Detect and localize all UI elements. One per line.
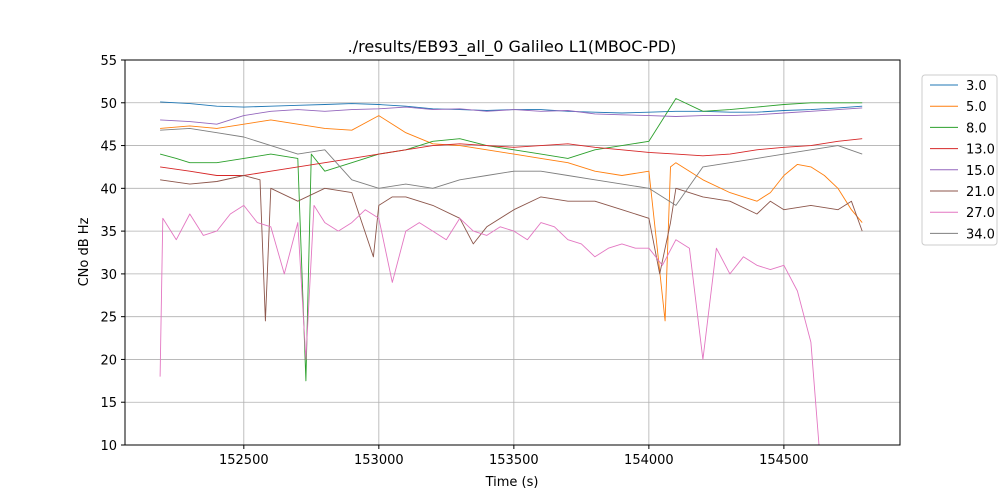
y-tick-label: 45 (100, 140, 117, 155)
legend: 3.0 5.0 8.0 13.0 15.0 21.0 27.0 34.0 (921, 74, 998, 246)
legend-label: 13.0 (966, 143, 995, 158)
x-tick-label: 152500 (219, 453, 269, 468)
x-tick-label: 153000 (354, 453, 404, 468)
y-tick-label: 25 (100, 311, 117, 326)
plot-frame (124, 59, 901, 446)
x-axis-label: Time (s) (485, 475, 539, 490)
x-tick-label: 154500 (759, 453, 809, 468)
legend-label: 8.0 (966, 121, 987, 136)
legend-label: 3.0 (966, 79, 987, 94)
legend-label: 5.0 (966, 100, 987, 115)
series-line-5-0 (160, 115, 863, 322)
y-tick-label: 15 (100, 396, 117, 411)
x-tick-label: 153500 (489, 453, 539, 468)
legend-label: 15.0 (966, 164, 995, 179)
y-tick-label: 20 (100, 353, 117, 368)
legend-label: 21.0 (966, 185, 995, 200)
y-tick-label: 50 (100, 97, 117, 112)
y-tick-label: 35 (100, 225, 117, 240)
y-tick-label: 40 (100, 182, 117, 197)
series-line-8-0 (159, 98, 863, 382)
legend-frame (921, 74, 998, 246)
series-lines (159, 98, 863, 446)
legend-label: 27.0 (966, 206, 995, 221)
y-tick-label: 55 (100, 54, 117, 69)
y-tick-label: 30 (100, 268, 117, 283)
chart-title: ./results/EB93_all_0 Galileo L1(MBOC-PD) (348, 37, 677, 57)
y-tick-label: 10 (100, 439, 117, 454)
x-tick-label: 154000 (624, 453, 674, 468)
series-line-15-0 (160, 106, 863, 125)
series-line-34-0 (160, 127, 863, 206)
series-line-27-0 (159, 204, 820, 446)
y-axis-label: CNo dB Hz (77, 217, 92, 286)
axis-ticks: 152500 153000 153500 154000 154500 10 15 20 25 30… (100, 54, 808, 468)
series-line-13-0 (160, 138, 863, 176)
legend-label: 34.0 (966, 227, 995, 242)
series-line-21-0 (160, 175, 863, 322)
